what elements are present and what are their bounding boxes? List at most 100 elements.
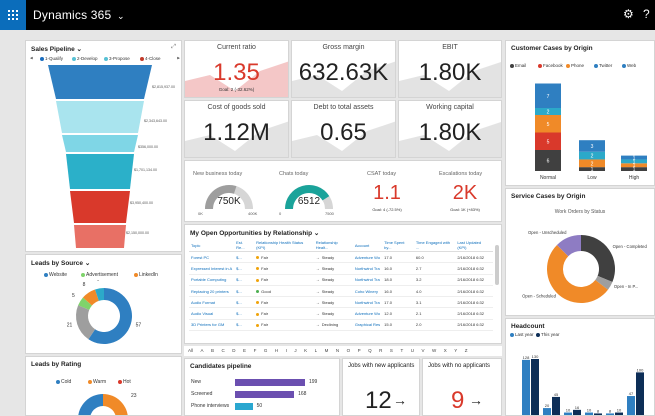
- trend-area: [292, 61, 395, 97]
- alphabet-filter-link[interactable]: C: [221, 348, 225, 353]
- alphabet-filter-link[interactable]: All: [188, 348, 194, 353]
- chevron-right-icon[interactable]: ▶: [177, 56, 180, 60]
- kpi-value: 1.12M: [203, 119, 270, 146]
- column-header[interactable]: Last Updated (KPI): [455, 239, 493, 252]
- table-row[interactable]: Audio Visual $... Fair → Steady Adventure Wo 1…: [189, 307, 493, 320]
- opportunities-table: Topic Est. Re... Relationship Health Statu…: [189, 239, 493, 332]
- kpi-tile[interactable]: Working capital 1.80K: [398, 100, 502, 158]
- table-row[interactable]: Forest PC $... Fair → Steady Adventure Wo 17.0…: [189, 251, 493, 264]
- alphabet-filter-link[interactable]: U: [410, 348, 414, 353]
- alphabet-filter-link[interactable]: W: [431, 348, 437, 353]
- alphabet-filter-link[interactable]: P: [357, 348, 361, 353]
- segment-label: 6: [547, 159, 550, 165]
- table-row[interactable]: Audio Format $... Fair → Steady Northwind Tra…: [189, 296, 493, 309]
- alphabet-filter-link[interactable]: L: [314, 348, 318, 353]
- app-launcher-button[interactable]: [0, 0, 26, 30]
- stacked-bar-segment: [535, 83, 561, 108]
- column-header[interactable]: Time Spent by...: [382, 239, 414, 252]
- table-cell: Northwind Tra: [352, 262, 383, 275]
- bar-label: 45: [554, 392, 559, 397]
- table-cell: Good: [254, 285, 314, 298]
- alphabet-filter-link[interactable]: K: [304, 348, 308, 353]
- table-row[interactable]: 3D Printers for GM $... Fair → Declining Grap…: [189, 319, 493, 332]
- alphabet-filter-link[interactable]: S: [389, 348, 393, 353]
- gauge-title: Chats today: [279, 171, 309, 177]
- alphabet-filter-link[interactable]: D: [232, 348, 236, 353]
- chevron-down-icon[interactable]: ⌄: [76, 46, 82, 53]
- app-title-button[interactable]: Dynamics 365 ⌄: [33, 8, 125, 22]
- alphabet-filter-link[interactable]: G: [263, 348, 268, 353]
- table-cell: 2/16/2018 6:32: [455, 251, 493, 264]
- gear-icon[interactable]: ⚙: [623, 7, 634, 21]
- panel-title: Jobs with no applicants: [428, 363, 491, 369]
- jobs-no-applicants-panel[interactable]: Jobs with no applicants 9 →: [422, 358, 502, 416]
- alphabet-filter-link[interactable]: E: [243, 348, 247, 353]
- expand-icon[interactable]: ⤢: [171, 44, 176, 50]
- alphabet-filter-link[interactable]: H: [274, 348, 279, 353]
- escalations-goal: Goal: 1K (+83%): [450, 207, 480, 212]
- donut-slice: [103, 394, 128, 415]
- kpi-tile[interactable]: Debt to total assets 0.65: [291, 100, 396, 158]
- table-cell: Fair: [254, 307, 314, 320]
- bar: [636, 372, 644, 415]
- scrollbar[interactable]: [495, 245, 499, 285]
- chevron-left-icon[interactable]: ◀: [30, 56, 33, 60]
- table-row[interactable]: Replacing 20 printers $... Good → Steady Coho…: [189, 285, 493, 298]
- alphabet-filter-link[interactable]: V: [421, 348, 425, 353]
- panel-title: Leads by Rating: [31, 361, 82, 368]
- bar-label: 16: [575, 405, 580, 410]
- table-row[interactable]: Expressed Interest in A $... Fair → Steady No…: [189, 262, 493, 275]
- column-header[interactable]: Time Engaged with ...: [413, 239, 456, 252]
- alphabet-filter-link[interactable]: M: [324, 348, 329, 353]
- bar-label: 10: [566, 408, 571, 413]
- kpi-tile[interactable]: Cost of goods sold 1.12M: [184, 100, 289, 158]
- gauge-arc: [285, 185, 330, 210]
- bar: [594, 413, 602, 415]
- alphabet-filter-link[interactable]: T: [400, 348, 404, 353]
- table-cell: Fair: [254, 262, 314, 275]
- table-cell: Audio Visual: [189, 307, 235, 320]
- table-cell: 2/16/2018 6:32: [455, 262, 493, 275]
- alphabet-filter-link[interactable]: A: [200, 348, 204, 353]
- donut-slice: [581, 235, 615, 283]
- gauge-max: 400K: [248, 211, 258, 216]
- chevron-down-icon[interactable]: ⌄: [313, 230, 320, 237]
- alphabet-filter-link[interactable]: N: [335, 348, 340, 353]
- alphabet-filter-link[interactable]: Z: [464, 348, 468, 353]
- column-header[interactable]: Account: [352, 239, 383, 252]
- bar: [522, 359, 530, 415]
- kpi-value: 1.80K: [418, 59, 482, 86]
- alphabet-filter-link[interactable]: B: [211, 348, 215, 353]
- column-header[interactable]: Relationship Healt...: [313, 239, 353, 252]
- bar-label: 128: [523, 355, 530, 360]
- alphabet-filter-link[interactable]: F: [253, 348, 257, 353]
- column-header[interactable]: Topic: [189, 239, 235, 252]
- table-cell: Audio Format: [189, 296, 235, 309]
- alphabet-filter-link[interactable]: X: [443, 348, 447, 353]
- jobs-new-applicants-panel[interactable]: Jobs with new applicants 12 →: [342, 358, 420, 416]
- legend-item: 4-Close: [140, 56, 161, 61]
- table-row[interactable]: Portable Computing $... Fair → Steady Northwi…: [189, 274, 493, 286]
- trend-arrow-icon: →: [315, 322, 320, 328]
- alphabet-filter-link[interactable]: Y: [454, 348, 458, 353]
- gauges-panel: New business today 750K 0K 400K Chats to…: [184, 160, 502, 222]
- alphabet-filter-link[interactable]: R: [379, 348, 383, 353]
- help-icon[interactable]: ?: [643, 7, 650, 21]
- csat-value: 1.1: [373, 182, 401, 204]
- alphabet-filter-link[interactable]: Q: [368, 348, 372, 353]
- alphabet-filter-link[interactable]: O: [346, 348, 351, 353]
- kpi-tile[interactable]: Current ratio 1.35 Goal: 2 (-32.62%): [184, 40, 289, 98]
- alphabet-filter-link[interactable]: J: [294, 348, 297, 353]
- column-header[interactable]: Est. Re...: [234, 239, 255, 252]
- chevron-down-icon[interactable]: ⌄: [84, 260, 91, 267]
- table-cell: Fair: [254, 296, 314, 309]
- kpi-tile[interactable]: Gross margin 632.63K: [291, 40, 396, 98]
- kpi-tile[interactable]: EBIT 1.80K: [398, 40, 502, 98]
- gauge-max: 7500: [325, 211, 334, 216]
- segment-label: 5: [547, 139, 550, 145]
- column-header[interactable]: Relationship Health Status (KPI): [254, 239, 314, 252]
- alphabet-filter-link[interactable]: I: [285, 348, 287, 353]
- segment-label: 2: [547, 110, 550, 116]
- candidate-count: 168: [298, 391, 307, 397]
- candidate-count: 199: [309, 379, 318, 385]
